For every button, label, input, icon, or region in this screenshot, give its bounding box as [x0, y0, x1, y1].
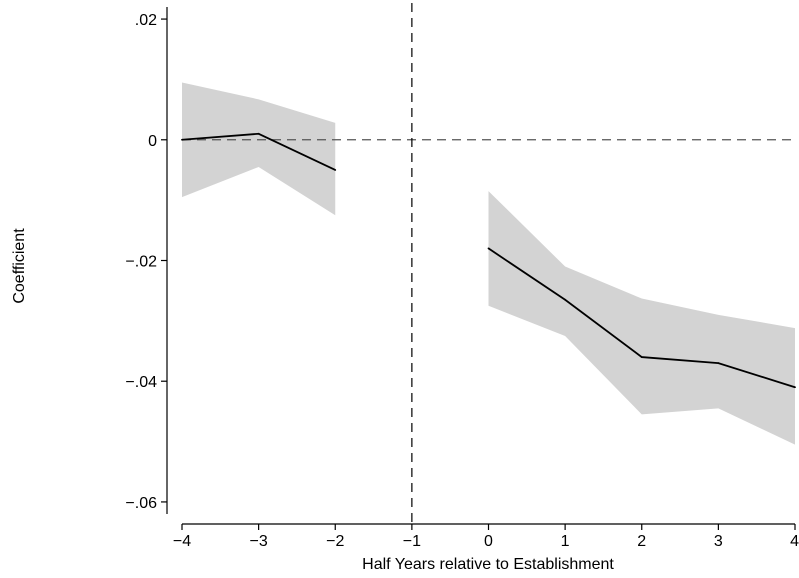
x-tick-label: 4 [790, 533, 799, 550]
x-tick-label: −4 [173, 533, 191, 550]
x-tick-label: −1 [403, 533, 421, 550]
x-axis-title: Half Years relative to Establishment [362, 556, 614, 573]
x-tick-label: 0 [484, 533, 493, 550]
coefficient-point [181, 138, 183, 141]
y-tick-label: −.04 [125, 374, 157, 391]
coefficient-point [794, 386, 796, 389]
coefficient-point [717, 362, 720, 365]
coefficient-lines [181, 132, 796, 389]
coefficient-point [257, 132, 260, 135]
y-tick-label: 0 [148, 133, 157, 150]
coefficient-point [334, 169, 337, 171]
axes: .02 0 −.02 −.04 −.06 −4 −3 −2 −1 0 1 2 3 4 [125, 7, 799, 550]
coefficient-point [564, 298, 567, 301]
x-tick-label: 2 [637, 533, 646, 550]
x-tick-label: 1 [561, 533, 570, 550]
x-tick-label: 3 [714, 533, 723, 550]
confidence-bands [182, 82, 795, 445]
ci-band-pre [182, 82, 336, 216]
y-tick-label: .02 [135, 12, 157, 29]
ci-band-post [488, 191, 795, 445]
y-axis-title: Coefficient [11, 228, 28, 304]
y-tick-label: −.06 [125, 495, 157, 512]
x-tick-label: −2 [326, 533, 344, 550]
reference-lines [182, 3, 795, 524]
coefficient-point [640, 356, 643, 358]
coefficient-point [487, 247, 490, 250]
y-tick-label: −.02 [125, 254, 157, 271]
x-tick-label: −3 [250, 533, 268, 550]
